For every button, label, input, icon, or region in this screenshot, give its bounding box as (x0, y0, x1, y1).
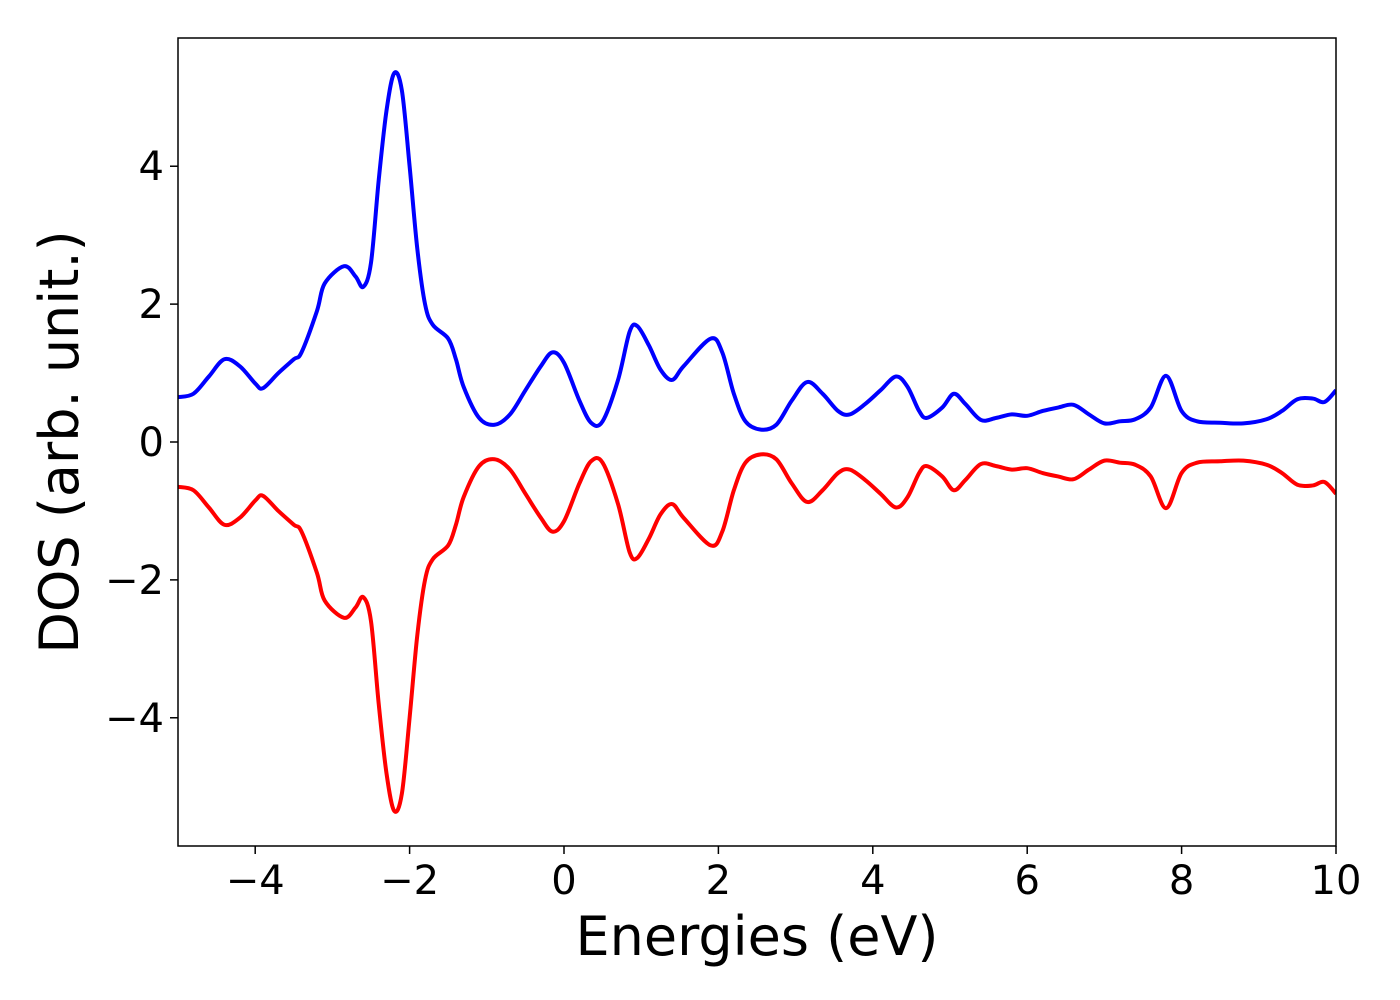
x-tick-label: −2 (380, 858, 439, 904)
x-tick-label: −4 (226, 858, 285, 904)
y-tick-label: 4 (139, 144, 164, 190)
y-tick-label: 2 (139, 282, 164, 328)
data-line (178, 452, 1336, 814)
x-tick-label: 6 (1014, 858, 1039, 904)
x-tick-label: 10 (1311, 858, 1362, 904)
x-tick-label: 8 (1169, 858, 1194, 904)
x-axis-label: Energies (eV) (576, 905, 939, 968)
y-axis-label: DOS (arb. unit.) (28, 230, 91, 653)
x-tick-label: 2 (706, 858, 731, 904)
y-tick-label: 0 (139, 420, 164, 466)
y-tick-label: −2 (105, 558, 164, 604)
data-line (178, 70, 1336, 432)
x-tick-label: 0 (551, 858, 576, 904)
plot-frame (177, 37, 1337, 847)
x-tick-label: 4 (860, 858, 885, 904)
y-tick-label: −4 (105, 696, 164, 742)
